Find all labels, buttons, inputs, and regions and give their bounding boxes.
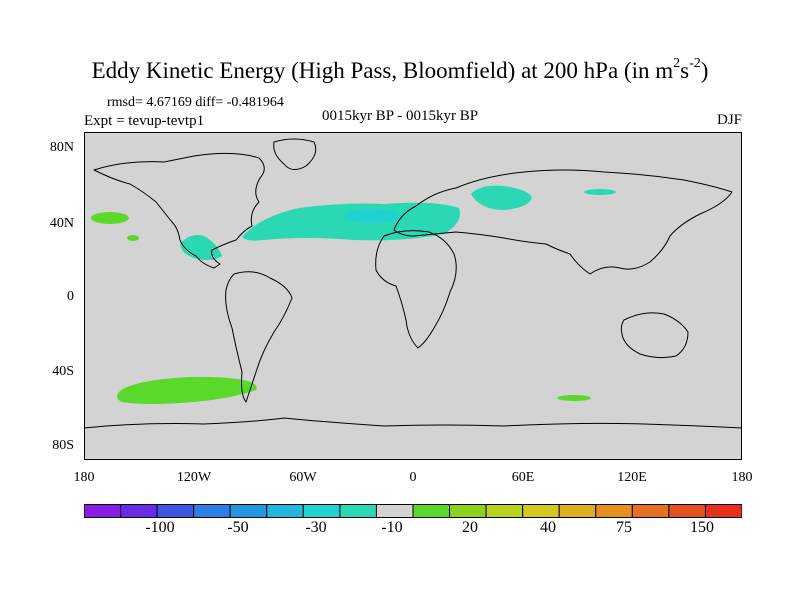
period-label: 0015kyr BP - 0015kyr BP [321,108,479,124]
colorbar-swatch [412,504,451,518]
greenland-outline [273,138,317,170]
australia-outline [620,312,689,359]
colorbar-swatch [193,504,231,518]
coastlines [84,138,742,429]
lon-label-60e: 60E [511,470,535,485]
lon-label-120w: 120W [176,470,212,485]
lon-label-180e: 180 [731,470,753,485]
stats-text: rmsd= 4.67169 diff= -0.481964 [107,95,284,110]
anomaly-siberia [584,189,616,195]
colorbar-label: -100 [145,519,175,536]
lon-label-180w: 180 [73,470,95,485]
colorbar-swatch [156,504,195,518]
world-map [84,132,742,460]
anomaly-south-pacific [117,376,257,404]
colorbar-swatch [558,504,597,518]
plot-title: Eddy Kinetic Energy (High Pass, Bloomfie… [91,56,709,83]
anomaly-central-pacific [127,235,139,241]
colorbar-swatch [485,504,524,518]
anomaly-central-asia [471,185,532,210]
lon-label-60w: 60W [289,470,317,485]
africa-outline [375,230,457,349]
colorbar-swatch [375,504,414,518]
experiment-label: Expt = tevup-tevtp1 [84,113,205,129]
colorbar-swatch [595,504,633,518]
lat-label-0: 0 [67,289,74,304]
colorbar-swatch [266,504,304,518]
colorbar-label: 150 [690,519,714,536]
antarctica-outline [84,417,742,429]
positive-anomalies [91,212,591,404]
colorbar-label: 40 [540,519,556,536]
colorbar-label: 20 [462,519,478,536]
north-america-outline [93,152,265,269]
colorbar-swatch [229,504,268,518]
season-label: DJF [716,112,742,128]
lon-label-0: 0 [409,470,417,485]
colorbar-label: -10 [381,519,403,536]
colorbar-swatch [449,504,487,518]
eurasia-outline [393,169,733,275]
lat-label-80s: 80S [52,438,74,453]
colorbar-swatch [120,504,158,518]
colorbar [84,504,742,518]
south-america-outline [225,271,293,403]
colorbar-swatch [704,504,742,518]
colorbar-label: -50 [227,519,249,536]
map-frame [84,132,742,460]
lon-label-120e: 120E [617,470,647,485]
colorbar-label: 75 [616,519,632,536]
anomaly-north-pacific [91,212,129,224]
lat-label-40n: 40N [49,216,74,231]
colorbar-swatch [668,504,706,518]
colorbar-label: -30 [305,519,327,536]
anomaly-north-atlantic-core [344,209,400,223]
colorbar-swatch [631,504,670,518]
lat-label-40s: 40S [52,364,74,379]
colorbar-swatch [84,504,122,518]
map-background [84,132,742,460]
colorbar-swatch [522,504,560,518]
colorbar-swatch [339,504,377,518]
lat-label-80n: 80N [49,140,74,155]
anomaly-southern-ocean [557,395,591,401]
colorbar-swatch [302,504,341,518]
